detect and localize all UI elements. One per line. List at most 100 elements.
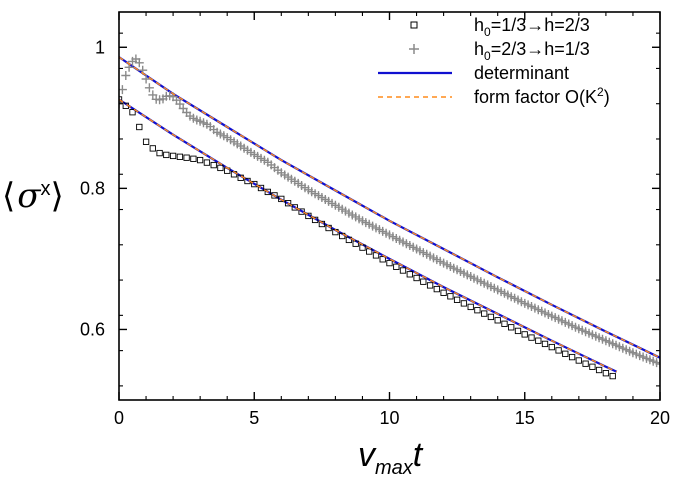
- square-marker: [541, 340, 549, 348]
- square-marker: [406, 271, 413, 278]
- square-marker: [149, 145, 156, 152]
- square-marker: [440, 289, 447, 296]
- square-marker: [318, 220, 326, 228]
- square-marker: [609, 372, 616, 380]
- square-marker: [339, 232, 346, 240]
- square-marker: [345, 236, 353, 244]
- square-marker: [169, 152, 177, 160]
- square-marker: [602, 370, 610, 377]
- legend-label: h0=2/3→h=1/3: [474, 39, 590, 63]
- square-marker: [595, 366, 603, 374]
- square-marker: [372, 252, 380, 259]
- square-marker: [589, 363, 596, 370]
- square-marker: [447, 293, 454, 300]
- legend-label-sub: 0: [484, 49, 491, 63]
- square-marker: [420, 278, 427, 285]
- square-marker: [163, 151, 170, 159]
- square-marker: [433, 285, 440, 293]
- plus-marker: [121, 71, 131, 80]
- square-marker: [399, 267, 407, 274]
- square-marker: [142, 138, 150, 145]
- square-marker: [453, 296, 461, 303]
- y-label-sup: x: [40, 178, 50, 200]
- legend-entry-det: determinant: [378, 63, 569, 83]
- square-marker: [251, 180, 258, 188]
- square-marker: [521, 331, 528, 338]
- square-marker: [568, 353, 576, 361]
- square-marker: [413, 274, 420, 282]
- square-marker: [325, 224, 332, 232]
- square-marker: [176, 153, 184, 160]
- square-marker: [311, 216, 319, 224]
- y-label-sigma: σ: [17, 176, 41, 216]
- plus-marker: [144, 83, 154, 93]
- y-tick-label: 1: [95, 37, 105, 57]
- x-label-var: t: [413, 436, 424, 474]
- plus-marker-series: [119, 54, 660, 369]
- square-marker: [528, 334, 535, 341]
- square-marker: [210, 161, 217, 169]
- square-marker: [535, 337, 542, 344]
- square-marker: [264, 188, 271, 196]
- form-factor-line-2: [119, 98, 617, 373]
- plot-frame: [118, 11, 661, 401]
- square-marker: [203, 159, 211, 166]
- square-marker: [575, 357, 582, 364]
- legend-label: h0=1/3→h=2/3: [474, 15, 590, 39]
- x-tick-label: 0: [114, 408, 124, 428]
- x-label-sub: max: [375, 457, 414, 479]
- legend-plus-marker: [409, 44, 419, 54]
- x-label-main: v: [358, 436, 377, 474]
- square-marker: [460, 300, 468, 307]
- legend-label-sub: 0: [484, 25, 491, 39]
- square-marker: [508, 324, 515, 331]
- legend-entry-plus: h0=2/3→h=1/3: [409, 39, 590, 63]
- legend-label-h: h: [474, 39, 484, 59]
- legend-label-sup: 2: [597, 85, 604, 99]
- square-marker: [548, 343, 555, 351]
- square-marker: [393, 263, 400, 270]
- square-marker: [514, 327, 522, 335]
- square-marker: [386, 259, 393, 267]
- square-marker: [217, 164, 224, 172]
- legend-label: form factor O(K2): [474, 85, 610, 107]
- determinant-line-2: [119, 98, 618, 373]
- legend-label-rest: =1/3→h=2/3: [491, 15, 590, 35]
- y-label-open: ⟨: [2, 176, 15, 216]
- plus-marker: [134, 58, 144, 68]
- square-marker: [474, 307, 481, 314]
- square-marker: [305, 212, 312, 220]
- square-marker: [501, 320, 508, 327]
- square-marker: [555, 347, 562, 354]
- form-factor-line-1: [119, 56, 660, 359]
- square-marker: [487, 313, 495, 321]
- square-marker-series: [119, 96, 616, 380]
- square-marker: [271, 192, 278, 199]
- square-marker: [481, 310, 488, 317]
- square-marker: [494, 317, 501, 324]
- x-tick-label: 20: [650, 408, 670, 428]
- legend-label: determinant: [474, 63, 569, 83]
- square-marker: [582, 360, 589, 367]
- legend-entry-squares: h0=1/3→h=2/3: [410, 15, 590, 39]
- square-marker: [129, 109, 136, 116]
- square-marker: [298, 208, 305, 215]
- y-label-close: ⟩: [50, 176, 63, 216]
- square-marker: [379, 256, 386, 263]
- legend-label-rest: =2/3→h=1/3: [491, 39, 590, 59]
- plot-clipped-group: [119, 54, 660, 380]
- square-marker: [467, 303, 474, 311]
- legend-label-main: determinant: [474, 63, 569, 83]
- plot-area: [119, 54, 660, 380]
- plus-marker: [141, 74, 151, 84]
- y-tick-label: 0.8: [80, 178, 105, 198]
- square-marker: [426, 282, 434, 289]
- plus-marker: [655, 359, 660, 369]
- square-marker: [183, 154, 190, 161]
- square-marker: [278, 195, 285, 203]
- legend-label-h: h: [474, 15, 484, 35]
- x-axis-label: vmaxt: [358, 436, 424, 479]
- y-axis-label: ⟨σx⟩: [2, 176, 64, 216]
- square-marker: [291, 204, 298, 211]
